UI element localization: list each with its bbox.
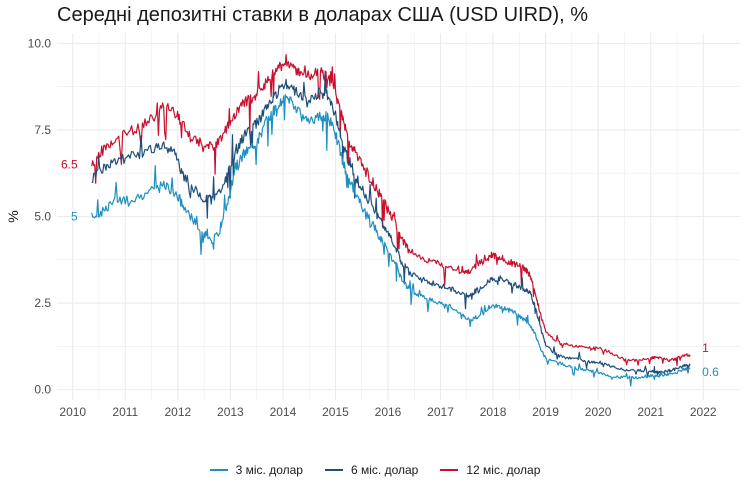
legend-item-12m: 12 міс. долар [440, 463, 540, 477]
end-label-m3: 0.6 [702, 365, 719, 379]
x-tick-label: 2013 [217, 405, 244, 419]
series-line-m12 [91, 54, 691, 367]
x-tick-label: 2011 [112, 405, 138, 419]
legend-item-6m: 6 міс. долар [324, 463, 419, 477]
y-tick-label: 10.0 [28, 36, 52, 50]
y-tick-label: 5.0 [34, 210, 51, 224]
y-tick-label: 7.5 [34, 123, 51, 137]
line-labels: 5 0.6 6.5 1 [61, 158, 719, 379]
legend-key-3m [209, 469, 228, 471]
end-label-m12: 1 [702, 341, 709, 355]
x-tick-label: 2020 [585, 405, 612, 419]
x-tick-label: 2017 [427, 405, 454, 419]
legend-item-3m: 3 міс. долар [209, 463, 303, 477]
x-tick-label: 2012 [164, 405, 191, 419]
legend-label-12m: 12 міс. долар [466, 463, 541, 477]
axes: 0.0 2.5 5.0 7.5 10.0 2010 2011 2012 2013 2014 2015… [5, 36, 717, 419]
start-label-m3: 5 [71, 210, 78, 224]
grid [57, 33, 740, 400]
x-tick-label: 2016 [375, 405, 402, 419]
series-line-m3 [91, 94, 691, 387]
series-line-m6 [91, 70, 691, 378]
y-tick-label: 0.0 [34, 383, 51, 397]
start-label-m12: 6.5 [61, 158, 78, 172]
legend-key-12m [440, 469, 459, 471]
y-tick-label: 2.5 [34, 296, 51, 310]
chart-title: Середні депозитні ставки в доларах США (… [57, 4, 589, 26]
x-tick-label: 2021 [637, 405, 664, 419]
x-tick-label: 2010 [59, 405, 86, 419]
x-tick-label: 2015 [322, 405, 349, 419]
legend-key-6m [324, 469, 343, 471]
series-lines [91, 54, 691, 387]
x-tick-label: 2022 [690, 405, 717, 419]
x-tick-label: 2019 [532, 405, 559, 419]
legend-label-3m: 3 міс. долар [235, 463, 303, 477]
y-axis-label: % [5, 210, 21, 222]
legend: 3 міс. долар 6 міс. долар 12 міс. долар [0, 463, 750, 477]
x-tick-label: 2014 [270, 405, 297, 419]
legend-label-6m: 6 міс. долар [350, 463, 419, 477]
x-tick-label: 2018 [480, 405, 507, 419]
